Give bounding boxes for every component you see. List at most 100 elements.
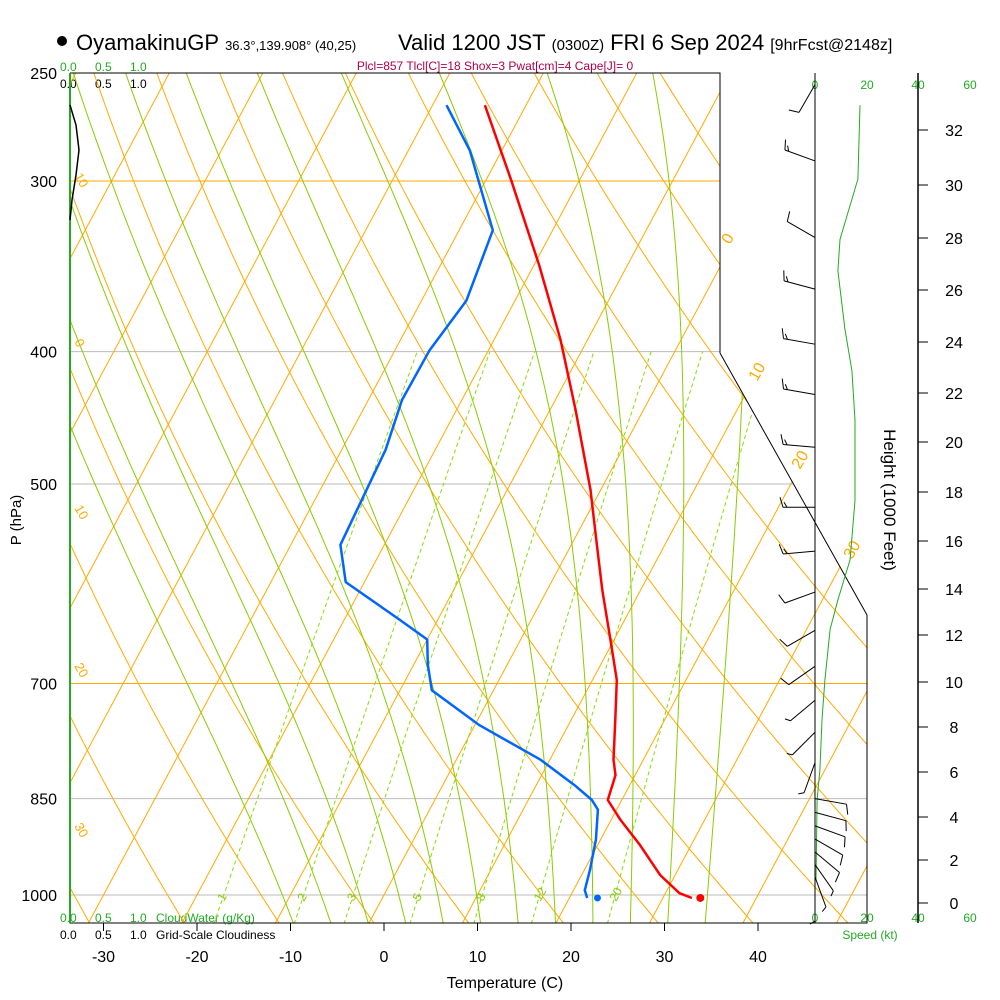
barb-feather — [778, 544, 784, 555]
pressure-tick-label: 250 — [30, 66, 57, 83]
temperature-tick-label: 20 — [562, 949, 580, 966]
cloud-tick: 1.0 — [130, 77, 147, 91]
moist-adiabat-line — [70, 73, 407, 923]
cloud-tick: 1.0 — [130, 928, 147, 942]
height-tick-label: 20 — [945, 435, 963, 452]
isotherm-label: 30 — [841, 538, 865, 562]
moist-adiabat-line — [247, 73, 519, 923]
cloud-tick: 0.0 — [60, 77, 77, 91]
barb-feather — [778, 594, 786, 604]
temperature-tick-label: 0 — [380, 949, 389, 966]
height-tick-label: 4 — [950, 810, 959, 827]
mixing-ratio-label: 8 — [473, 890, 489, 903]
barb-feather — [781, 378, 784, 390]
wind-barb — [781, 328, 816, 345]
barb-feather — [839, 854, 844, 866]
dry-adiabat-line — [85, 73, 565, 923]
barb-feather — [780, 434, 784, 445]
wind-barb — [783, 270, 816, 290]
mixing-ratio-label: 12 — [531, 885, 550, 904]
dry-adiabat-line — [458, 73, 867, 923]
cloud-tick: 0.5 — [95, 911, 112, 925]
zulu-time: (0300Z) — [552, 37, 605, 54]
wind-barb — [778, 544, 816, 555]
wind-barb — [784, 699, 816, 722]
moist-adiabat-line — [704, 73, 748, 923]
wind-barb — [780, 434, 816, 448]
barb-feather — [787, 145, 790, 152]
moist-adiabat-line — [428, 73, 594, 923]
moist-adiabat-line — [647, 73, 685, 923]
adiabat-label: 10 — [71, 502, 91, 522]
dry-adiabat-line — [395, 73, 867, 923]
speed-tick: 60 — [963, 911, 977, 925]
temperature-tick-label: -30 — [92, 949, 115, 966]
barb-shaft — [814, 864, 834, 892]
barb-feather — [784, 333, 788, 340]
height-tick-label: 10 — [945, 675, 963, 692]
barb-feather — [846, 804, 849, 815]
barb-shaft — [783, 338, 816, 345]
height-tick-label: 22 — [945, 386, 963, 403]
mixing-ratio-line — [343, 351, 536, 923]
height-tick-label: 6 — [950, 765, 959, 782]
cloud-tick: 1.0 — [130, 60, 147, 74]
height-tick-label: 26 — [945, 283, 963, 300]
barb-shaft — [788, 665, 816, 686]
height-tick-label: 0 — [950, 896, 959, 913]
moist-adiabat-line — [70, 73, 369, 923]
valid-time: Valid 1200 JST — [398, 30, 546, 55]
barb-shaft — [803, 762, 816, 793]
barb-shaft — [814, 811, 847, 822]
barb-shaft — [814, 851, 840, 873]
mixing-ratio-label: 20 — [606, 885, 625, 904]
barb-shaft — [814, 838, 843, 856]
barb-feather — [834, 872, 840, 883]
mixing-ratio-label: 3 — [344, 890, 360, 903]
wind-barb — [786, 731, 816, 756]
height-tick-label: 16 — [945, 534, 963, 551]
barb-shaft — [783, 280, 816, 290]
surface-dewpoint-point — [593, 894, 601, 902]
mixing-ratio-line — [606, 351, 771, 923]
wind-barb — [814, 864, 834, 897]
barb-shaft — [798, 84, 816, 113]
speed-tick: 60 — [963, 78, 977, 92]
isotherm-line — [648, 73, 867, 923]
height-tick-label: 14 — [945, 582, 963, 599]
barb-feather — [784, 384, 788, 390]
barb-feather — [784, 439, 788, 446]
mixing-ratio-line — [293, 351, 491, 923]
cloudiness-label: Grid-Scale Cloudiness — [156, 928, 275, 942]
wind-barb — [781, 378, 816, 396]
dry-adiabat-line — [520, 73, 867, 923]
wind-barb — [814, 876, 827, 912]
dry-adiabat-line — [70, 73, 470, 923]
isotherm-line — [368, 73, 838, 923]
station-bullet-icon — [57, 36, 67, 46]
adiabat-label: 20 — [71, 660, 91, 680]
barb-feather — [781, 328, 784, 339]
isotherm-label: 20 — [789, 448, 813, 472]
isotherm-line — [555, 73, 867, 923]
moist-adiabat-line — [70, 73, 332, 923]
barb-feather — [784, 718, 791, 722]
mixing-ratio-line — [409, 351, 595, 923]
moist-adiabat-line — [116, 73, 444, 923]
cloud-tick: 0.0 — [60, 911, 77, 925]
barb-shaft — [814, 825, 846, 838]
dry-adiabat-line — [70, 73, 375, 923]
barb-shaft — [790, 699, 816, 722]
x-axis-title: Temperature (C) — [447, 975, 563, 992]
wind-panel — [778, 84, 861, 925]
cloud-tick: 1.0 — [130, 911, 147, 925]
stability-indices: Plcl=857 Tlcl[C]=18 Shox=3 Pwat[cm]=4 Ca… — [357, 59, 634, 73]
speed-axis-label: Speed (kt) — [842, 928, 897, 942]
barb-shaft — [787, 629, 816, 647]
barb-feather — [821, 906, 827, 912]
wind-barb — [784, 139, 816, 162]
surface-temperature-point — [696, 893, 705, 902]
